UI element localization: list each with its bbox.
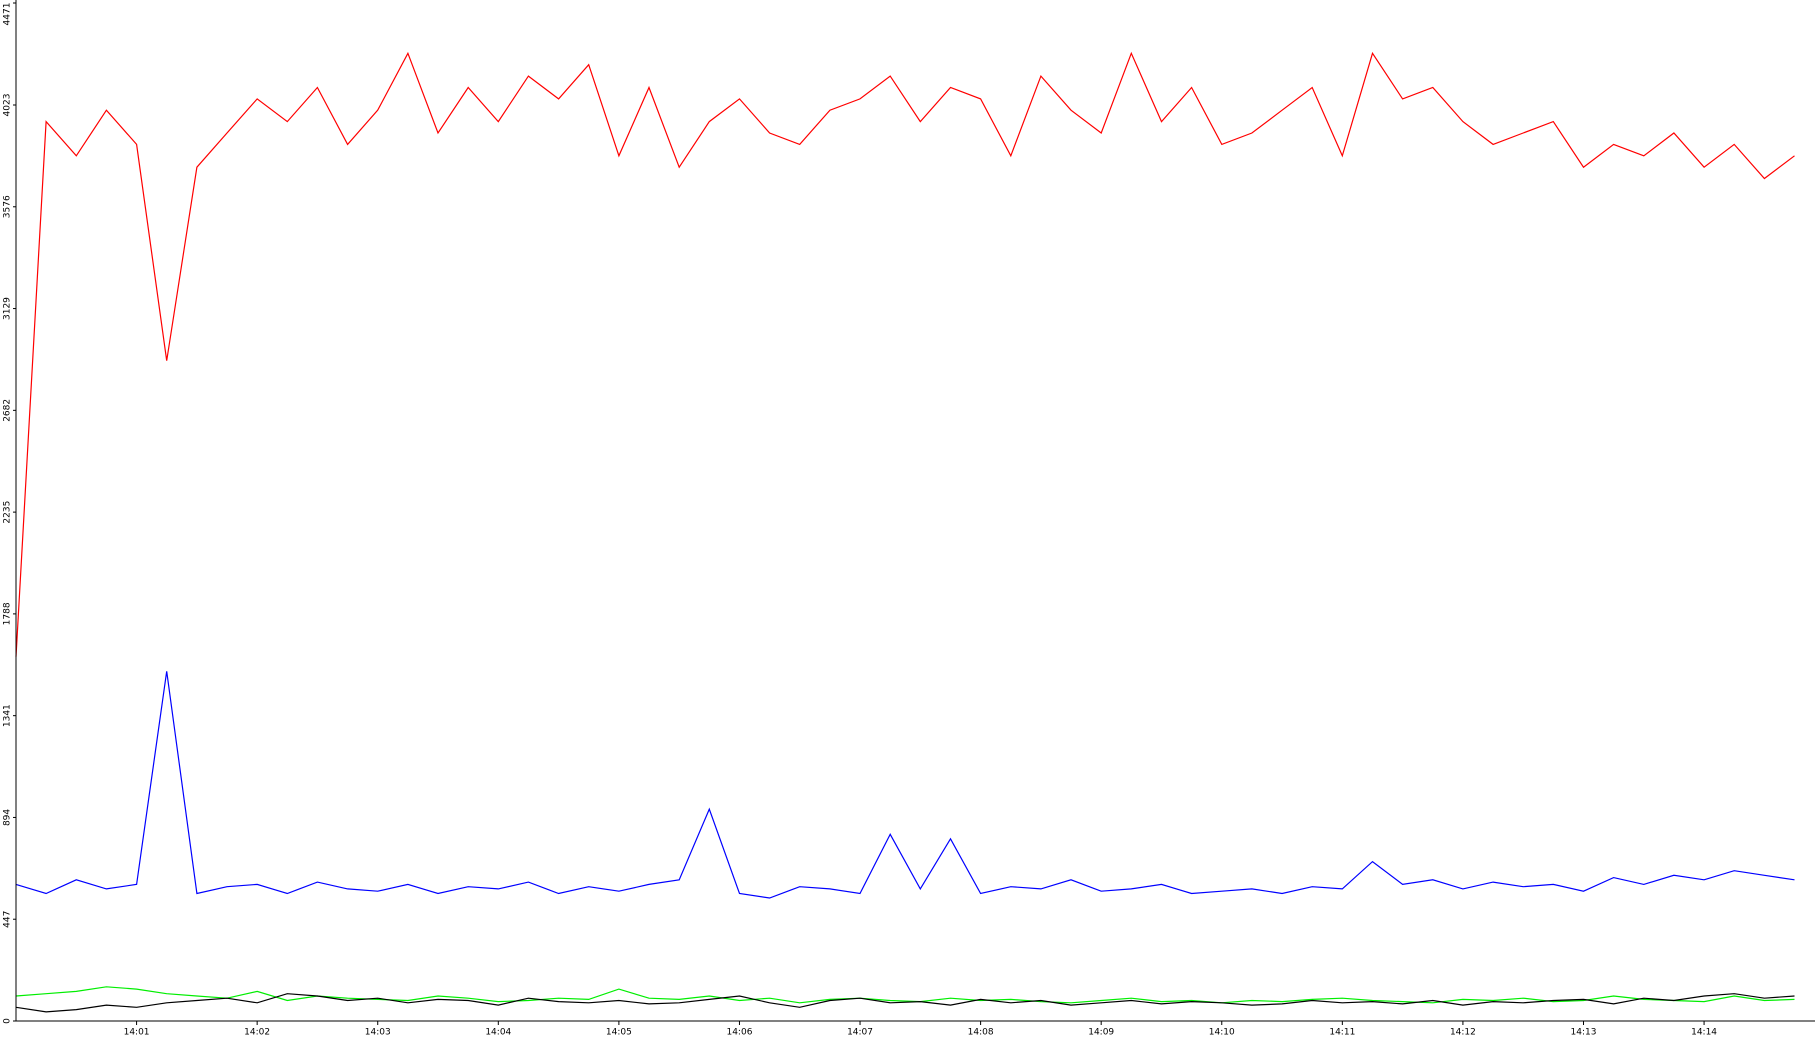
x-tick-label: 14:09 xyxy=(1088,1028,1114,1038)
y-tick-label: 4023 xyxy=(3,94,13,117)
y-tick-label: 894 xyxy=(3,809,13,826)
series-line xyxy=(15,993,1795,1013)
y-tick-label: 1788 xyxy=(3,602,13,625)
x-tick-label: 14:08 xyxy=(968,1028,994,1038)
series-line xyxy=(15,986,1795,1004)
x-tick-label: 14:04 xyxy=(485,1028,511,1038)
y-tick-label: 0 xyxy=(3,1018,13,1024)
y-tick-label: 2682 xyxy=(3,399,13,422)
x-tick-label: 14:01 xyxy=(124,1028,150,1038)
x-tick-label: 14:13 xyxy=(1571,1028,1597,1038)
series-line xyxy=(15,51,1795,657)
y-tick-label: 3129 xyxy=(3,297,13,320)
x-tick-label: 14:12 xyxy=(1450,1028,1476,1038)
y-tick-label: 3576 xyxy=(3,195,13,218)
x-tick-label: 14:11 xyxy=(1329,1028,1355,1038)
x-tick-label: 14:07 xyxy=(847,1028,873,1038)
series-line xyxy=(15,671,1795,899)
y-tick-label: 2235 xyxy=(3,501,13,524)
x-tick-label: 14:03 xyxy=(365,1028,391,1038)
y-tick-label: 447 xyxy=(3,911,13,928)
x-tick-label: 14:10 xyxy=(1209,1028,1235,1038)
y-tick-label: 1341 xyxy=(3,704,13,727)
y-tick-label: 4471 xyxy=(3,3,13,26)
x-tick-label: 14:05 xyxy=(606,1028,632,1038)
x-tick-label: 14:14 xyxy=(1691,1028,1717,1038)
x-tick-label: 14:06 xyxy=(726,1028,752,1038)
x-tick-label: 14:02 xyxy=(244,1028,270,1038)
